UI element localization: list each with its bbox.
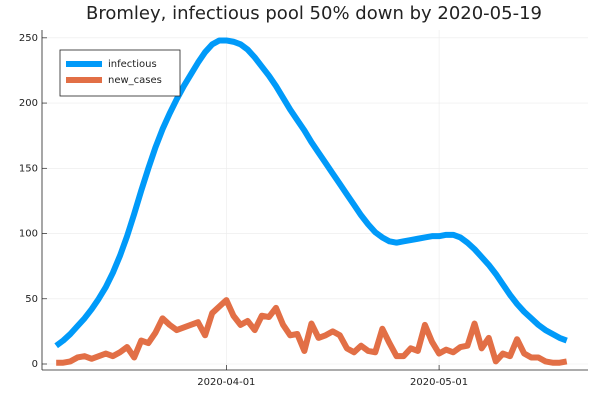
y-tick-label: 150 <box>19 163 38 174</box>
legend-label: new_cases <box>108 75 162 86</box>
y-tick-label: 0 <box>32 359 38 370</box>
legend-label: infectious <box>108 59 157 70</box>
y-tick-label: 50 <box>25 294 38 305</box>
series-line <box>56 297 568 366</box>
y-tick-label: 250 <box>19 33 38 44</box>
y-tick-label: 100 <box>19 229 38 240</box>
x-tick-label: 2020-05-01 <box>410 377 468 388</box>
x-tick-label: 2020-04-01 <box>197 377 255 388</box>
series-line <box>54 37 568 349</box>
legend-box <box>59 49 181 97</box>
y-tick-label: 200 <box>19 98 38 109</box>
chart-title: Bromley, infectious pool 50% down by 202… <box>86 3 542 24</box>
